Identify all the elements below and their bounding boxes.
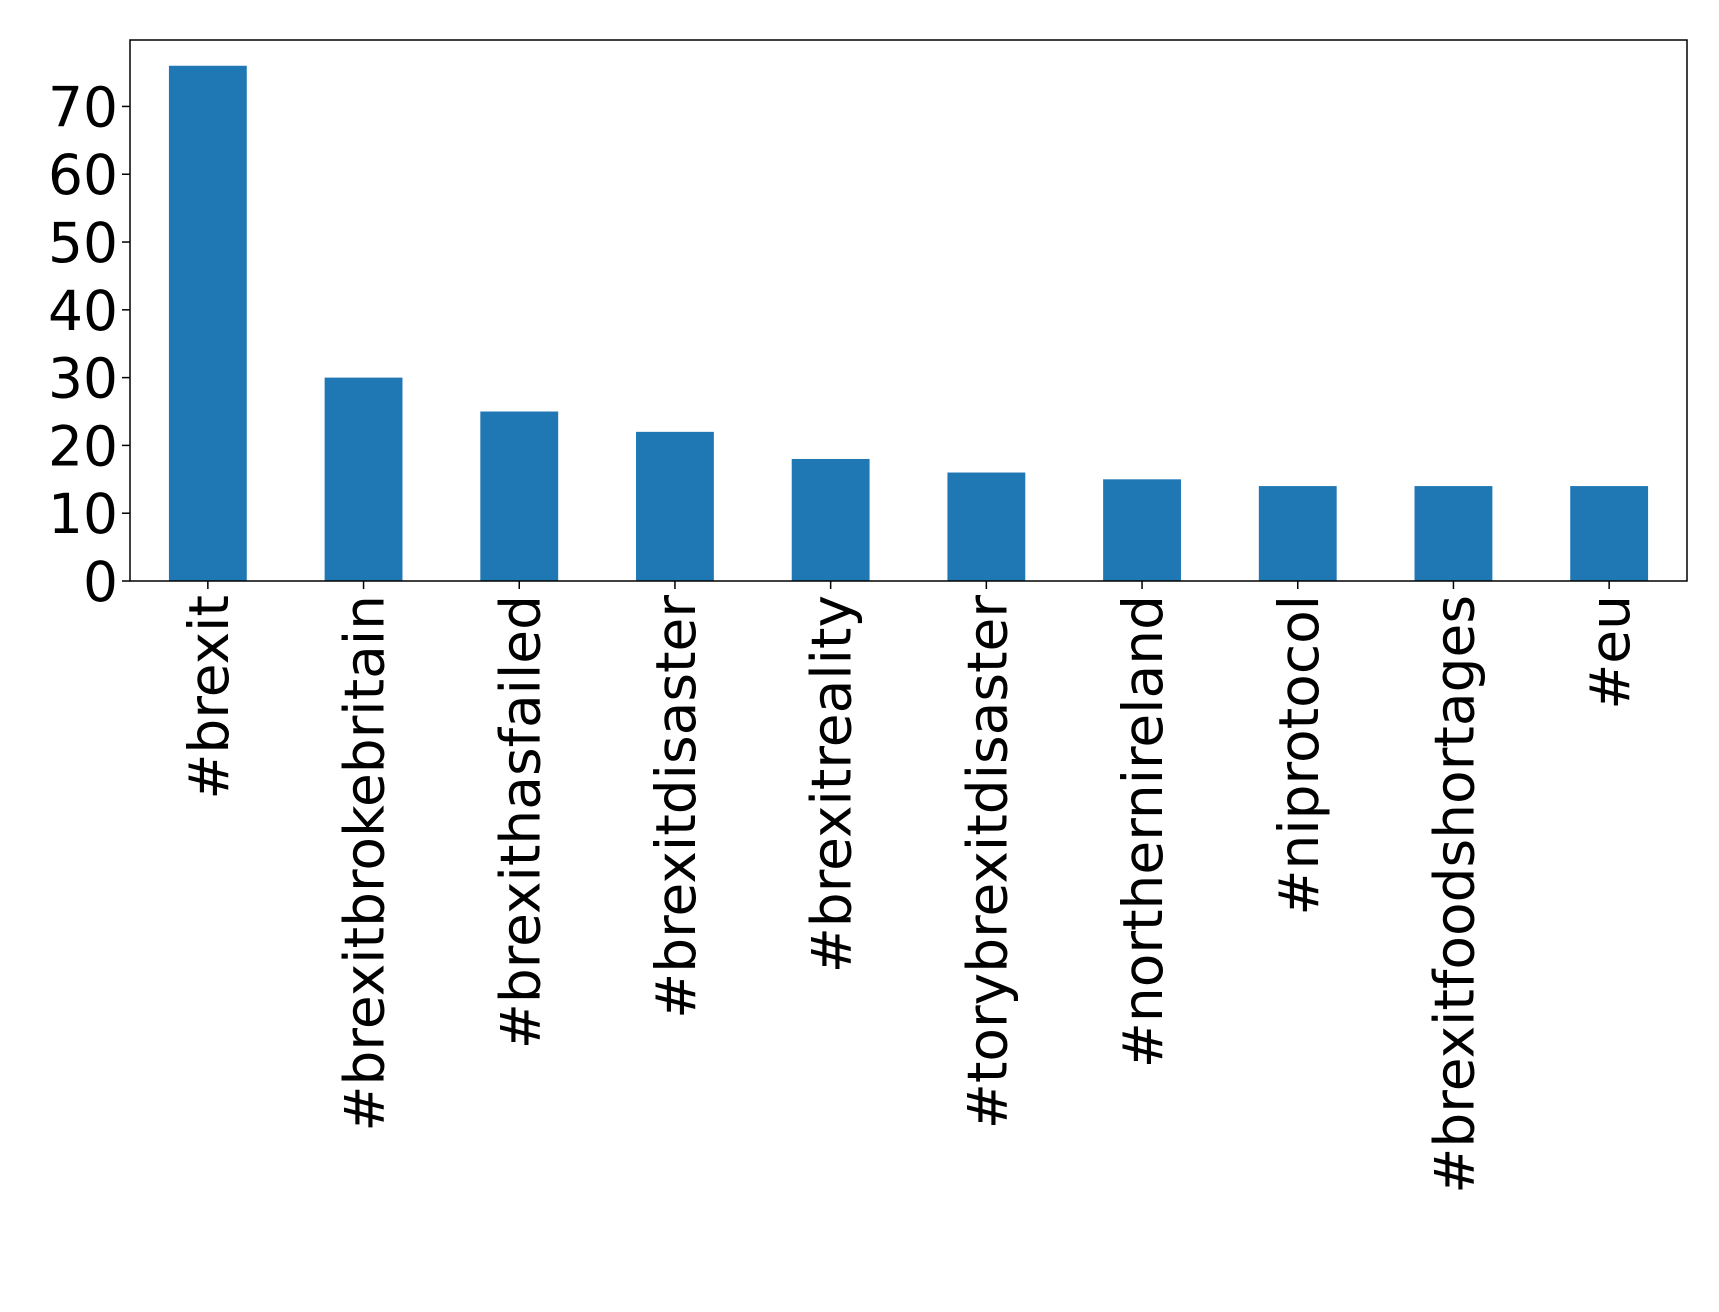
x-tick-label: #torybrexitdisaster (955, 595, 1019, 1130)
x-tick-label: #brexitdisaster (644, 595, 708, 1019)
x-tick-label: #eu (1578, 595, 1642, 710)
bar (324, 377, 403, 581)
y-tick-label: 30 (48, 347, 118, 411)
x-tick-label: #brexit (177, 595, 241, 800)
bar (1103, 479, 1181, 581)
bar (1414, 486, 1493, 581)
y-tick-label: 10 (48, 482, 118, 546)
bar (168, 65, 247, 581)
bar (791, 458, 870, 581)
x-tick-label: #brexithasfailed (488, 595, 552, 1049)
y-tick-label: 50 (48, 211, 118, 275)
x-tick-label: #brexitreality (800, 595, 864, 973)
bar (636, 431, 714, 581)
bar (1258, 486, 1337, 581)
y-tick-label: 40 (48, 279, 118, 343)
y-tick-label: 70 (48, 75, 118, 139)
x-tick-label: #brexitbrokebritain (333, 595, 397, 1132)
y-tick-label: 60 (48, 143, 118, 207)
bar (1570, 486, 1649, 581)
y-tick-label: 0 (83, 550, 118, 614)
x-tick-label: #niprotocol (1267, 595, 1331, 916)
bar (947, 472, 1026, 581)
bar (480, 411, 559, 581)
x-tick-label: #northernireland (1111, 595, 1175, 1068)
plot-frame (129, 39, 1688, 582)
x-tick-label: #brexitfoodshortages (1422, 595, 1486, 1194)
y-tick-label: 20 (48, 414, 118, 478)
